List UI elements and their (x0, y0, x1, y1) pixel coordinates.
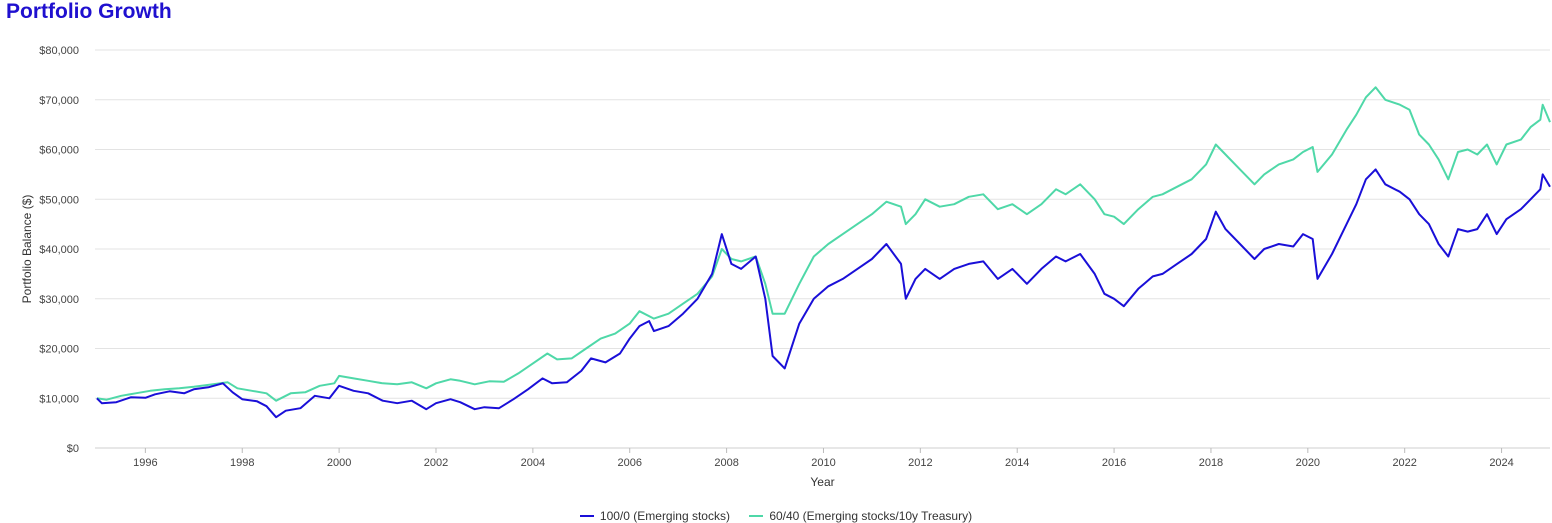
series-line-1[interactable] (96, 86, 1551, 402)
y-tick-label: $60,000 (39, 145, 79, 157)
legend-swatch (579, 515, 594, 517)
line-chart: $0 $10,000 $20,000 $30,000 $40,000 $50,000 $60… (20, 45, 1551, 489)
x-tick-label: 2014 (1005, 457, 1029, 469)
x-tick-label: 2002 (424, 457, 448, 469)
y-tick-label: $70,000 (39, 95, 79, 107)
x-axis-label: Year (810, 475, 834, 489)
y-tick-label: $0 (67, 443, 79, 455)
x-axis: 1996 1998 2000 2002 2004 2006 2008 2010 2012 2014… (133, 448, 1514, 469)
y-tick-label: $80,000 (39, 45, 79, 57)
x-tick-label: 1996 (133, 457, 157, 469)
x-tick-label: 2004 (521, 457, 545, 469)
x-tick-label: 2016 (1102, 457, 1126, 469)
x-tick-label: 2022 (1392, 457, 1416, 469)
legend-item-60-40[interactable]: 60/40 (Emerging stocks/10y Treasury) (749, 509, 972, 523)
y-tick-label: $10,000 (39, 393, 79, 405)
x-tick-label: 2018 (1199, 457, 1223, 469)
x-tick-label: 2020 (1296, 457, 1320, 469)
legend: 100/0 (Emerging stocks) 60/40 (Emerging … (0, 506, 1552, 523)
x-tick-label: 1998 (230, 457, 254, 469)
y-axis-label: Portfolio Balance ($) (20, 195, 34, 304)
series-lines (96, 86, 1551, 419)
chart-title: Portfolio Growth (6, 0, 172, 23)
legend-swatch (749, 515, 764, 517)
y-tick-label: $50,000 (39, 194, 79, 206)
legend-label: 100/0 (Emerging stocks) (599, 509, 730, 523)
y-axis: $0 $10,000 $20,000 $30,000 $40,000 $50,000 $60… (39, 45, 79, 455)
x-tick-label: 2010 (811, 457, 835, 469)
x-tick-label: 2006 (617, 457, 641, 469)
series-line-0[interactable] (96, 168, 1551, 419)
y-tick-label: $40,000 (39, 244, 79, 256)
x-tick-label: 2000 (327, 457, 351, 469)
x-tick-label: 2008 (714, 457, 738, 469)
y-tick-label: $20,000 (39, 344, 79, 356)
y-tick-label: $30,000 (39, 294, 79, 306)
x-tick-label: 2024 (1489, 457, 1513, 469)
legend-label: 60/40 (Emerging stocks/10y Treasury) (769, 509, 973, 523)
legend-item-emerging-stocks[interactable]: 100/0 (Emerging stocks) (579, 509, 730, 523)
x-tick-label: 2012 (908, 457, 932, 469)
